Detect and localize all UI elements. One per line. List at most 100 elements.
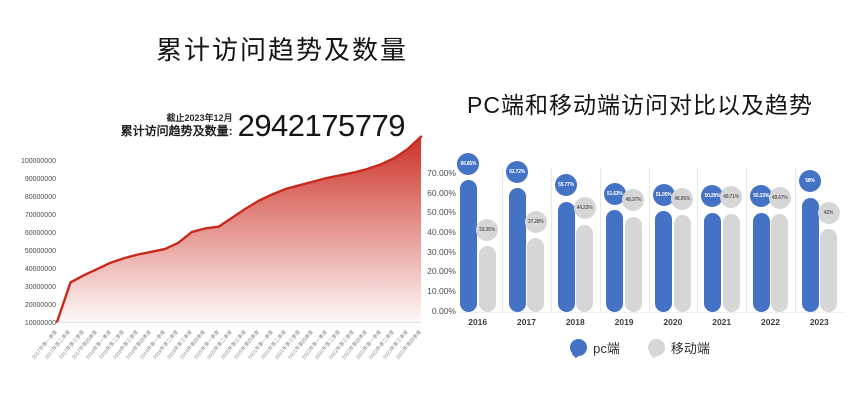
bubble-value-label: 58% xyxy=(805,178,815,185)
group-separator-line xyxy=(648,168,650,312)
mobile-value-bubble: 49.71% xyxy=(720,186,742,212)
group-separator-line xyxy=(599,168,601,312)
legend: pc端 移动端 xyxy=(440,334,840,360)
year-label: 2020 xyxy=(663,317,683,327)
stat-value: 2942175779 xyxy=(237,108,406,143)
bubble-value-label: 49.67% xyxy=(771,194,788,201)
y-tick-label: 90000000 xyxy=(24,175,56,183)
group-separator-line xyxy=(794,168,796,312)
pc-value-bubble: 50.33% xyxy=(750,185,773,211)
bubble-tail xyxy=(805,185,815,196)
cumulative-stat-labels: 截止2023年12月 累计访问趋势及数量: xyxy=(121,113,233,141)
year-label: 2017 xyxy=(517,317,536,327)
bubble-value-label: 50.33% xyxy=(753,193,770,200)
bubble-tail xyxy=(726,201,736,212)
bubble-value-label: 48.95% xyxy=(674,195,691,202)
cumulative-stat: 截止2023年12月 累计访问趋势及数量: 2942175779 xyxy=(0,108,406,143)
mobile-value-bubble: 42% xyxy=(817,201,840,228)
mobile-value-bubble: 37.28% xyxy=(524,210,547,237)
bubble-value-label: 66.65% xyxy=(460,160,477,167)
bubble-tail xyxy=(756,200,767,211)
y-tick-label: 70000000 xyxy=(24,211,56,219)
pc-pill xyxy=(557,201,575,312)
legend-item-mobile: 移动端 xyxy=(647,338,710,357)
pc-pill xyxy=(459,180,477,312)
x-axis-line xyxy=(57,322,421,323)
group-separator-line xyxy=(697,168,699,312)
y-tick-label: 50000000 xyxy=(24,247,56,255)
year-label: 2023 xyxy=(809,317,829,327)
mobile-pill xyxy=(527,238,545,312)
mobile-value-bubble: 33.35% xyxy=(476,218,498,245)
pc-value-bubble: 62.72% xyxy=(506,160,529,187)
y-tick-label: 30.00% xyxy=(427,246,456,257)
right-chart-title: PC端和移动端访问对比以及趋势 xyxy=(467,92,813,118)
mobile-pill xyxy=(722,213,740,312)
pc-value-bubble: 51.63% xyxy=(603,182,626,209)
bubble-tail xyxy=(628,204,639,215)
group-separator-line xyxy=(550,168,552,312)
bubble-value-label: 33.35% xyxy=(479,226,495,233)
group-separator-line xyxy=(502,168,504,312)
year-label: 2016 xyxy=(468,317,488,327)
y-tick-label: 10000000 xyxy=(24,319,56,327)
legend-item-pc: pc端 xyxy=(570,338,620,357)
y-tick-label: 60000000 xyxy=(24,229,56,237)
pc-balloon-icon xyxy=(570,338,588,356)
bubble-tail xyxy=(677,203,688,214)
bubble-value-label: 48.37% xyxy=(625,197,642,204)
pc-value-bubble: 55.77% xyxy=(555,174,577,200)
y-tick-label: 50.00% xyxy=(427,207,456,218)
pc-value-bubble: 51.05% xyxy=(652,183,675,210)
y-tick-label: 40000000 xyxy=(24,265,56,273)
bubble-value-label: 51.63% xyxy=(606,190,623,197)
y-tick-label: 10.00% xyxy=(427,286,456,297)
right-x-axis-line xyxy=(458,312,845,313)
pc-pill xyxy=(655,211,673,312)
bubble-value-label: 37.28% xyxy=(527,218,544,225)
mobile-pill xyxy=(576,224,594,312)
y-tick-label: 80000000 xyxy=(24,193,56,201)
pc-pill xyxy=(752,212,770,312)
mobile-value-bubble: 49.67% xyxy=(768,186,791,212)
mobile-balloon-icon xyxy=(647,338,665,356)
pc-value-bubble: 58% xyxy=(799,170,821,196)
bubble-value-label: 55.77% xyxy=(558,182,574,189)
y-tick-label: 0.00% xyxy=(431,305,456,316)
bubble-value-label: 50.29% xyxy=(704,193,721,200)
legend-label-pc: pc端 xyxy=(593,340,620,356)
mobile-value-bubble: 48.95% xyxy=(671,187,694,214)
stat-caption: 截止2023年12月 xyxy=(166,113,233,123)
y-tick-label: 100000000 xyxy=(20,157,56,165)
bubble-tail xyxy=(579,212,590,223)
mobile-value-bubble: 48.37% xyxy=(622,189,645,215)
y-tick-label: 70.00% xyxy=(427,167,456,178)
mobile-pill xyxy=(624,216,642,312)
pc-pill xyxy=(508,188,526,312)
mobile-pill xyxy=(820,229,838,312)
bubble-value-label: 49.71% xyxy=(723,194,739,201)
y-tick-label: 40.00% xyxy=(427,226,456,237)
y-tick-label: 60.00% xyxy=(427,187,456,198)
bubble-tail xyxy=(512,176,523,187)
y-tick-label: 20000000 xyxy=(24,301,56,309)
area-line xyxy=(55,135,423,324)
area-fill xyxy=(57,136,421,322)
year-label: 2019 xyxy=(614,317,634,327)
mobile-pill xyxy=(478,246,496,312)
pc-value-bubble: 50.29% xyxy=(701,185,724,211)
y-tick-label: 30000000 xyxy=(24,283,56,291)
year-label: 2021 xyxy=(712,317,732,327)
pc-value-bubble: 66.65% xyxy=(457,152,480,179)
bubble-value-label: 42% xyxy=(823,209,834,216)
bubble-tail xyxy=(561,190,571,200)
y-tick-label: 20.00% xyxy=(427,266,456,277)
mobile-pill xyxy=(771,214,789,312)
year-label: 2022 xyxy=(761,317,780,327)
bubble-value-label: 51.05% xyxy=(655,191,672,198)
pc-pill xyxy=(801,197,819,312)
bubble-tail xyxy=(530,226,541,237)
bubble-tail xyxy=(658,199,669,210)
bubble-tail xyxy=(774,202,785,212)
